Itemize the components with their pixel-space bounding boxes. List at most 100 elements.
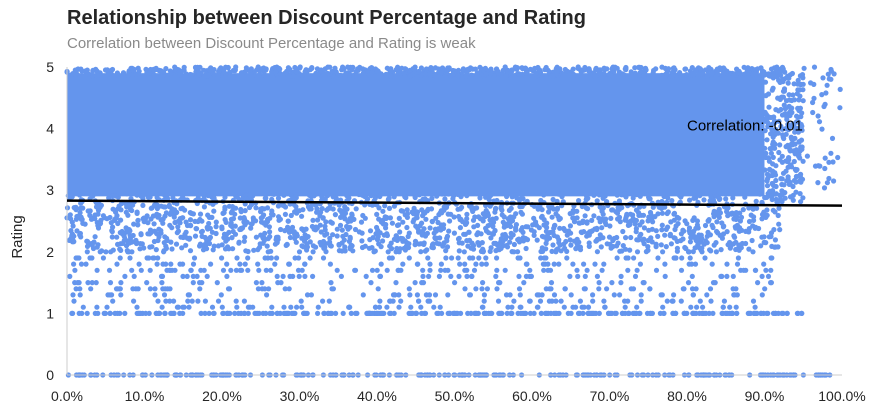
scatter-point [407,292,413,298]
scatter-point [413,223,419,229]
scatter-point [430,245,436,251]
scatter-point [469,273,475,279]
scatter-point [177,310,183,316]
scatter-point [140,202,146,208]
scatter-point [290,73,296,79]
scatter-point [164,235,170,241]
scatter-point [767,146,773,152]
scatter-point [151,255,157,261]
scatter-point [206,310,212,316]
scatter-point [591,213,597,219]
scatter-point [183,71,189,77]
scatter-point [258,219,265,225]
scatter-point [524,261,530,267]
scatter-point [549,248,555,254]
scatter-point [780,79,786,85]
scatter-point [686,249,692,255]
scatter-point [455,73,461,79]
scatter-point [634,249,641,255]
scatter-point [449,255,455,261]
scatter-point [451,214,457,220]
scatter-point [248,202,255,208]
scatter-point [237,267,243,273]
scatter-point [552,310,559,316]
scatter-point [432,292,439,298]
scatter-point [658,242,664,248]
scatter-point [94,73,100,79]
scatter-point [505,304,511,310]
scatter-point [638,298,644,304]
scatter-point [329,220,335,226]
x-tick-label: 0.0% [51,388,83,404]
scatter-point [138,267,144,273]
scatter-point [220,267,227,273]
scatter-point [237,226,243,233]
scatter-point [276,65,282,71]
y-tick-label: 4 [46,121,54,137]
scatter-point [251,69,258,75]
scatter-point [652,214,658,220]
scatter-point [260,240,266,246]
scatter-point [333,310,339,316]
scatter-point [598,244,604,250]
scatter-point [776,205,782,211]
scatter-point [691,310,697,316]
scatter-point [152,286,158,292]
scatter-point [396,292,402,298]
scatter-point [583,197,589,203]
scatter-point [773,183,779,190]
scatter-point [236,240,242,246]
scatter-point [527,267,533,273]
scatter-point [338,214,344,220]
scatter-point [114,310,121,316]
scatter-point [282,286,288,292]
scatter-point [746,205,752,211]
scatter-point [790,121,796,127]
scatter-point [764,310,770,316]
scatter-point [320,298,326,304]
x-tick-label: 90.0% [745,388,785,404]
scatter-point [539,207,545,213]
y-tick-label: 3 [46,182,54,198]
scatter-point [201,267,207,273]
scatter-point [623,64,629,71]
scatter-point [835,154,841,161]
scatter-point [494,286,500,292]
x-tick-label: 10.0% [125,388,165,404]
scatter-point [513,192,519,198]
scatter-point [517,204,523,210]
scatter-point [590,292,596,298]
scatter-point [795,105,802,112]
scatter-point [226,203,232,209]
scatter-point [463,73,469,79]
scatter-point [810,99,816,106]
scatter-point [145,231,151,237]
scatter-point [168,239,174,245]
scatter-point [567,72,573,78]
scatter-point [831,71,837,77]
scatter-point [811,64,818,70]
scatter-point [177,261,183,267]
scatter-point [692,261,699,267]
scatter-point [796,152,802,158]
scatter-point [599,216,605,222]
scatter-point [299,243,305,249]
scatter-point [211,310,217,316]
scatter-point [675,221,681,227]
scatter-point [824,180,831,186]
scatter-point [258,209,264,215]
scatter-point [299,213,305,219]
scatter-point [295,267,302,273]
scatter-point [728,211,735,217]
scatter-point [110,298,116,304]
scatter-point [204,246,210,252]
scatter-point [702,255,708,261]
scatter-point [798,121,804,128]
scatter-point [284,242,290,248]
scatter-point [541,192,547,198]
scatter-point [298,298,304,304]
scatter-point [163,243,169,249]
scatter-point [201,204,207,210]
scatter-point [68,72,74,78]
scatter-point [544,233,551,239]
